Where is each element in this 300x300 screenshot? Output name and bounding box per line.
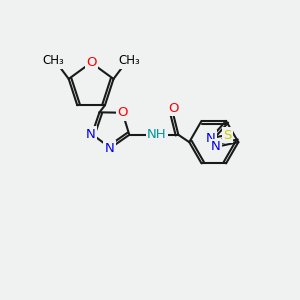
Text: N: N	[86, 128, 96, 141]
Text: O: O	[117, 106, 128, 119]
Text: NH: NH	[147, 128, 167, 141]
Text: O: O	[168, 102, 179, 115]
Text: N: N	[104, 142, 114, 154]
Text: CH₃: CH₃	[42, 54, 64, 68]
Text: CH₃: CH₃	[118, 54, 140, 68]
Text: O: O	[86, 56, 96, 69]
Text: S: S	[224, 129, 232, 142]
Text: N: N	[211, 140, 220, 154]
Text: N: N	[206, 132, 215, 145]
